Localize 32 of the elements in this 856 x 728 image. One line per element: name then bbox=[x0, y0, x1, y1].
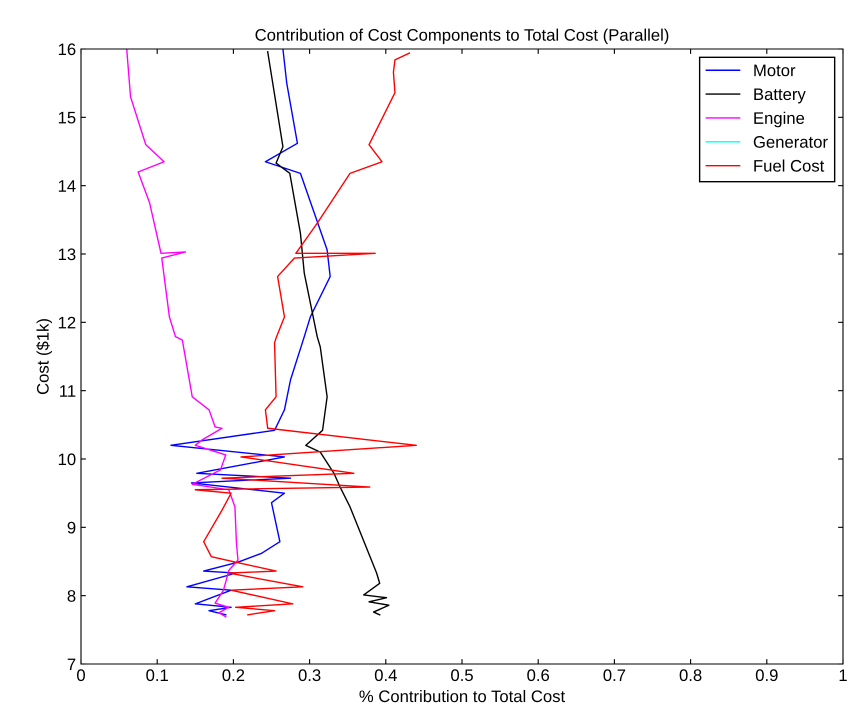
x-tick-label: 0.4 bbox=[374, 669, 397, 682]
x-tick-label: 0.2 bbox=[222, 669, 244, 682]
y-tick-label: 15 bbox=[58, 112, 76, 124]
y-tick-label: 8 bbox=[68, 590, 76, 602]
x-tick-label: 0.1 bbox=[146, 669, 168, 682]
x-tick-label: 0.5 bbox=[451, 669, 473, 682]
x-tick-label: 1 bbox=[840, 669, 847, 681]
y-tick-label: 10 bbox=[58, 453, 76, 466]
x-tick-label: 0.6 bbox=[527, 669, 550, 682]
y-tick-label: 11 bbox=[60, 385, 76, 397]
x-tick-label: 0.9 bbox=[756, 669, 778, 682]
legend-label: Battery bbox=[754, 88, 806, 104]
y-tick-label: 12 bbox=[58, 316, 76, 328]
legend-label: Fuel Cost bbox=[754, 159, 824, 172]
x-axis-title: % Contribution to Total Cost bbox=[359, 690, 566, 702]
legend-label: Engine bbox=[754, 112, 804, 128]
line-series bbox=[194, 52, 417, 616]
x-tick-label: 0.8 bbox=[680, 669, 702, 682]
line-series bbox=[170, 49, 331, 616]
y-tick-label: 9 bbox=[68, 522, 76, 534]
y-tick-label: 14 bbox=[58, 180, 76, 192]
line-series bbox=[126, 49, 239, 618]
chart-title: Contribution of Cost Components to Total Cost (Parallel) bbox=[256, 28, 668, 44]
y-tick-label: 7 bbox=[68, 658, 76, 670]
y-tick-label: 16 bbox=[58, 43, 76, 56]
legend-label: Motor bbox=[754, 64, 796, 76]
x-tick-label: 0.7 bbox=[603, 669, 626, 682]
y-tick-label: 13 bbox=[58, 248, 76, 260]
y-axis-title: Cost ($1k) bbox=[36, 319, 52, 394]
x-tick-label: 0.3 bbox=[298, 669, 320, 682]
legend-label: Generator bbox=[754, 136, 828, 148]
x-tick-label: 0 bbox=[77, 669, 85, 682]
